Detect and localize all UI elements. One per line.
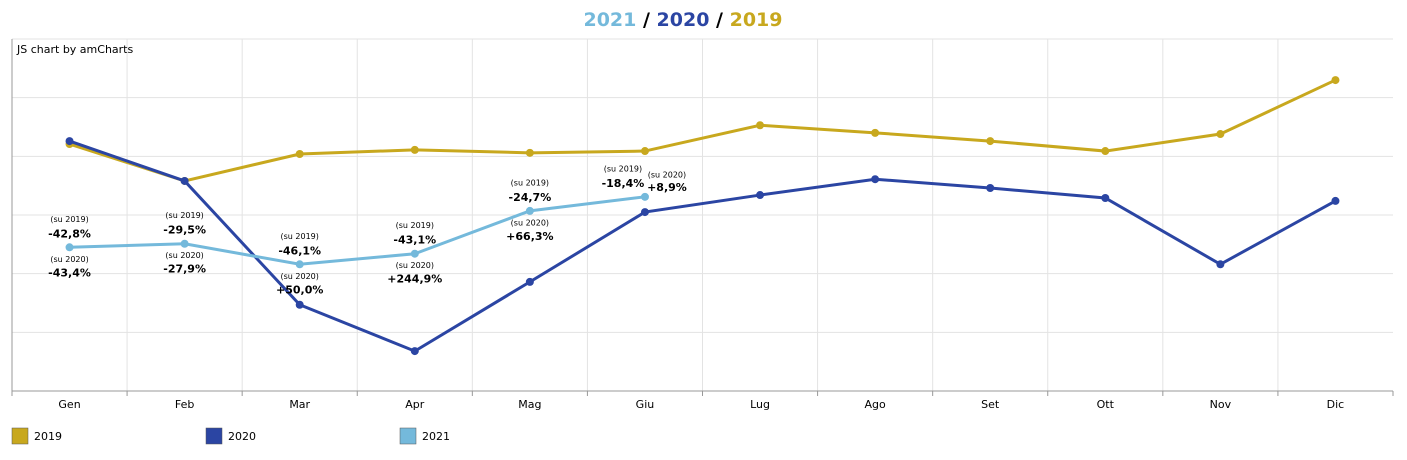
point	[180, 239, 189, 248]
comparison-label: (su 2020)	[396, 261, 434, 270]
comparison-label: (su 2020)	[511, 218, 549, 227]
x-tick-label: Dic	[1327, 398, 1345, 411]
comparison-value: -24,7%	[509, 191, 552, 204]
title-part: 2019	[730, 9, 783, 31]
point	[525, 277, 534, 286]
point	[1216, 130, 1225, 139]
comparison-value: +50,0%	[276, 283, 323, 296]
legend-label: 2019	[34, 430, 62, 443]
x-tick-label: Apr	[405, 398, 425, 411]
point	[1331, 196, 1340, 205]
point	[640, 192, 649, 201]
point	[871, 175, 880, 184]
point	[871, 128, 880, 137]
x-tick-label: Set	[981, 398, 1000, 411]
comparison-label: (su 2020)	[165, 251, 203, 260]
point	[410, 145, 419, 154]
x-tick-label: Mar	[289, 398, 310, 411]
comparison-label: (su 2019)	[165, 211, 203, 220]
comparison-value: +8,9%	[647, 181, 687, 194]
credit: JS chart by amCharts	[16, 43, 133, 56]
x-tick-label: Ott	[1097, 398, 1115, 411]
point	[295, 149, 304, 158]
comparison-label: (su 2019)	[604, 164, 642, 173]
comparison-value: -42,8%	[48, 227, 91, 240]
point	[756, 191, 765, 200]
title-part: 2021	[583, 9, 636, 31]
legend-label: 2020	[228, 430, 256, 443]
series-line	[69, 195, 646, 266]
point	[1216, 260, 1225, 269]
series-line	[69, 78, 1337, 183]
x-tick-label: Feb	[175, 398, 194, 411]
comparison-value: -27,9%	[163, 263, 206, 276]
point	[295, 300, 304, 309]
x-tick-label: Giu	[636, 398, 655, 411]
point	[295, 260, 304, 269]
comparison-label: (su 2020)	[50, 255, 88, 264]
point	[756, 121, 765, 130]
point	[525, 148, 534, 157]
legend-swatch	[205, 427, 223, 445]
comparison-label: (su 2019)	[396, 221, 434, 230]
comparison-label: (su 2020)	[648, 170, 686, 179]
comparison-value: -43,1%	[393, 234, 436, 247]
point	[525, 206, 534, 215]
comparison-value: -43,4%	[48, 266, 91, 279]
point	[410, 249, 419, 258]
comparison-value: +66,3%	[506, 230, 553, 243]
comparison-value: -18,4%	[602, 177, 645, 190]
series-line	[69, 139, 1337, 353]
x-tick-label: Mag	[518, 398, 541, 411]
chart-title: 2021 / 2020 / 2019	[583, 9, 782, 31]
point	[640, 147, 649, 156]
point	[1101, 147, 1110, 156]
point	[410, 347, 419, 356]
comparison-value: -29,5%	[163, 224, 206, 237]
point	[1101, 193, 1110, 202]
point	[1331, 76, 1340, 85]
comparison-label: (su 2019)	[511, 178, 549, 187]
point	[986, 137, 995, 146]
comparison-label: (su 2020)	[281, 272, 319, 281]
comparison-label: (su 2019)	[281, 232, 319, 241]
legend-swatch	[11, 427, 29, 445]
comparison-label: (su 2019)	[50, 215, 88, 224]
x-tick-label: Lug	[750, 398, 770, 411]
legend-swatch	[399, 427, 417, 445]
x-tick-label: Gen	[58, 398, 80, 411]
legend-label: 2021	[422, 430, 450, 443]
comparison-value: +244,9%	[387, 273, 442, 286]
comparison-value: -46,1%	[278, 244, 321, 257]
title-part: /	[636, 9, 656, 31]
title-part: 2020	[657, 9, 710, 31]
point	[986, 184, 995, 193]
point	[65, 243, 74, 252]
x-tick-label: Nov	[1210, 398, 1232, 411]
title-part: /	[709, 9, 729, 31]
x-tick-label: Ago	[865, 398, 887, 411]
point	[65, 137, 74, 146]
point	[640, 208, 649, 217]
point	[180, 176, 189, 185]
